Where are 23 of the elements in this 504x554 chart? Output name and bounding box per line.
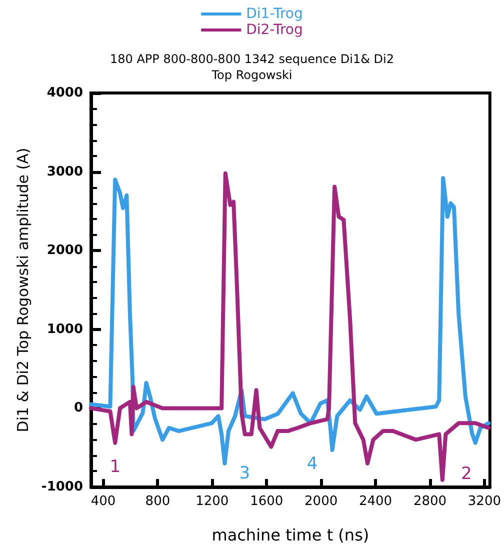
annotation: 3 [239, 463, 250, 484]
annotation: 1 [110, 456, 121, 477]
x-tick-label: 1600 [250, 494, 284, 509]
chart-title: 180 APP 800-800-800 1342 sequence Di1& Di2 Top Rogowski [110, 52, 394, 82]
annotation: 2 [460, 464, 472, 484]
annotation: 4 [306, 454, 318, 474]
x-tick-label: 1200 [196, 494, 229, 509]
x-tick-label: 2800 [413, 494, 447, 509]
x-tick-label: 2000 [304, 494, 338, 509]
y-tick-label: 4000 [46, 86, 83, 100]
y-tick-label: 3000 [46, 164, 83, 180]
x-axis-title: machine time t (ns) [212, 526, 370, 544]
y-tick-label: -1000 [41, 480, 83, 494]
x-tick-label: 3200 [468, 494, 502, 509]
y-tick-label: 2000 [46, 243, 83, 258]
x-tick-label: 2400 [358, 494, 392, 509]
x-tick-label: 800 [145, 494, 170, 509]
legend-label: Di2-Trog [246, 22, 303, 38]
legend-label: Di1-Trog [246, 6, 303, 22]
y-axis-title: Di1 & Di2 Top Rogowski amplitude (A) [14, 148, 32, 432]
y-tick-label: 0 [74, 400, 83, 416]
y-tick-label: 1000 [46, 322, 83, 337]
x-tick-label: 400 [90, 494, 116, 509]
